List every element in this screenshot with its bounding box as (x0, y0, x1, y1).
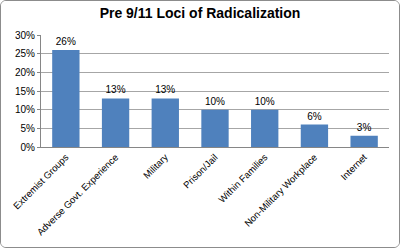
svg-text:10%: 10% (255, 96, 275, 107)
svg-text:5%: 5% (21, 123, 36, 134)
svg-text:10%: 10% (205, 96, 225, 107)
svg-text:15%: 15% (15, 86, 35, 97)
svg-text:13%: 13% (155, 84, 175, 95)
svg-text:Internet: Internet (338, 151, 369, 182)
svg-text:Adverse Govt. Experience: Adverse Govt. Experience (35, 152, 121, 238)
svg-text:6%: 6% (307, 111, 322, 122)
svg-text:13%: 13% (106, 84, 126, 95)
svg-text:26%: 26% (56, 36, 76, 47)
svg-text:Prison/Jail: Prison/Jail (181, 152, 220, 191)
svg-text:Within Families: Within Families (216, 151, 269, 204)
svg-text:Extremist Groups: Extremist Groups (11, 151, 71, 211)
svg-text:10%: 10% (15, 104, 35, 115)
svg-text:Military: Military (141, 151, 170, 180)
svg-text:Pre 9/11 Loci of Radicalizatio: Pre 9/11 Loci of Radicalization (100, 5, 301, 21)
svg-text:20%: 20% (15, 67, 35, 78)
svg-text:3%: 3% (357, 122, 372, 133)
svg-text:Non-Military Workplace: Non-Military Workplace (242, 152, 319, 229)
svg-text:0%: 0% (21, 142, 36, 153)
svg-text:30%: 30% (15, 30, 35, 41)
svg-text:25%: 25% (15, 48, 35, 59)
